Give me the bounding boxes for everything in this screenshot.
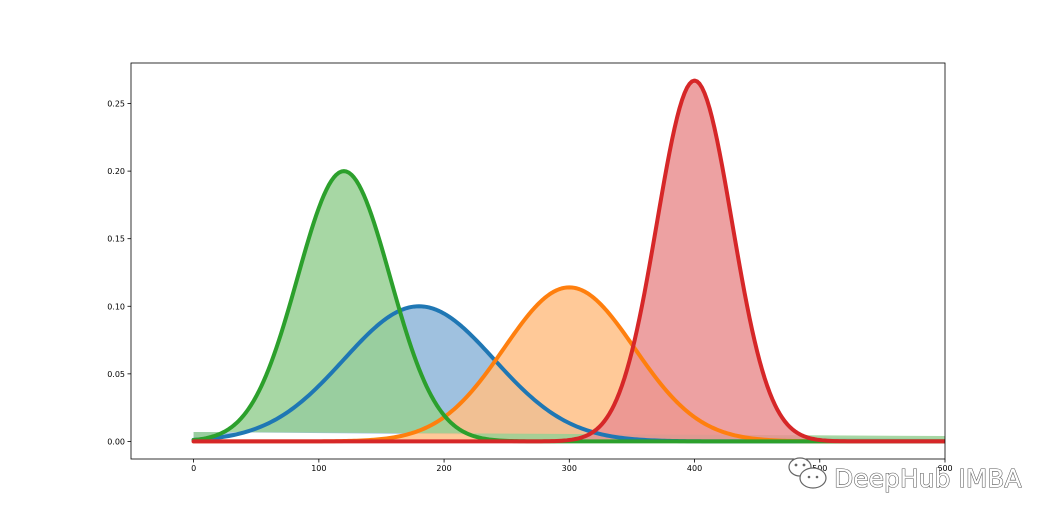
watermark-text: DeepHub IMBA <box>834 464 1022 493</box>
x-tick-label: 400 <box>687 464 702 473</box>
y-tick-label: 0.15 <box>107 235 125 244</box>
wechat-icon <box>788 457 827 489</box>
y-tick-label: 0.25 <box>107 100 125 109</box>
y-tick-label: 0.00 <box>107 437 125 446</box>
y-tick-label: 0.05 <box>107 370 125 379</box>
series-4-line <box>191 78 945 444</box>
axes-frame <box>130 62 946 460</box>
y-tick-label: 0.20 <box>107 167 125 176</box>
y-tick-label: 0.10 <box>107 302 125 311</box>
x-tick-label: 100 <box>311 464 326 473</box>
series-3-fill <box>193 171 945 442</box>
x-tick-label: 500 <box>812 464 827 473</box>
x-tick-label: 600 <box>937 464 952 473</box>
watermark: DeepHub IMBA <box>788 457 1022 494</box>
x-tick-label: 200 <box>436 464 451 473</box>
series-lines <box>191 78 945 444</box>
x-tick-label: 300 <box>562 464 577 473</box>
x-tick-label: 0 <box>191 464 196 473</box>
series-2-fill <box>193 287 945 442</box>
series-fills <box>193 80 945 442</box>
axes: 0 100 200 300 400 500 600 0.00 0.05 0.10 0.15 0.20 0… <box>107 62 953 473</box>
